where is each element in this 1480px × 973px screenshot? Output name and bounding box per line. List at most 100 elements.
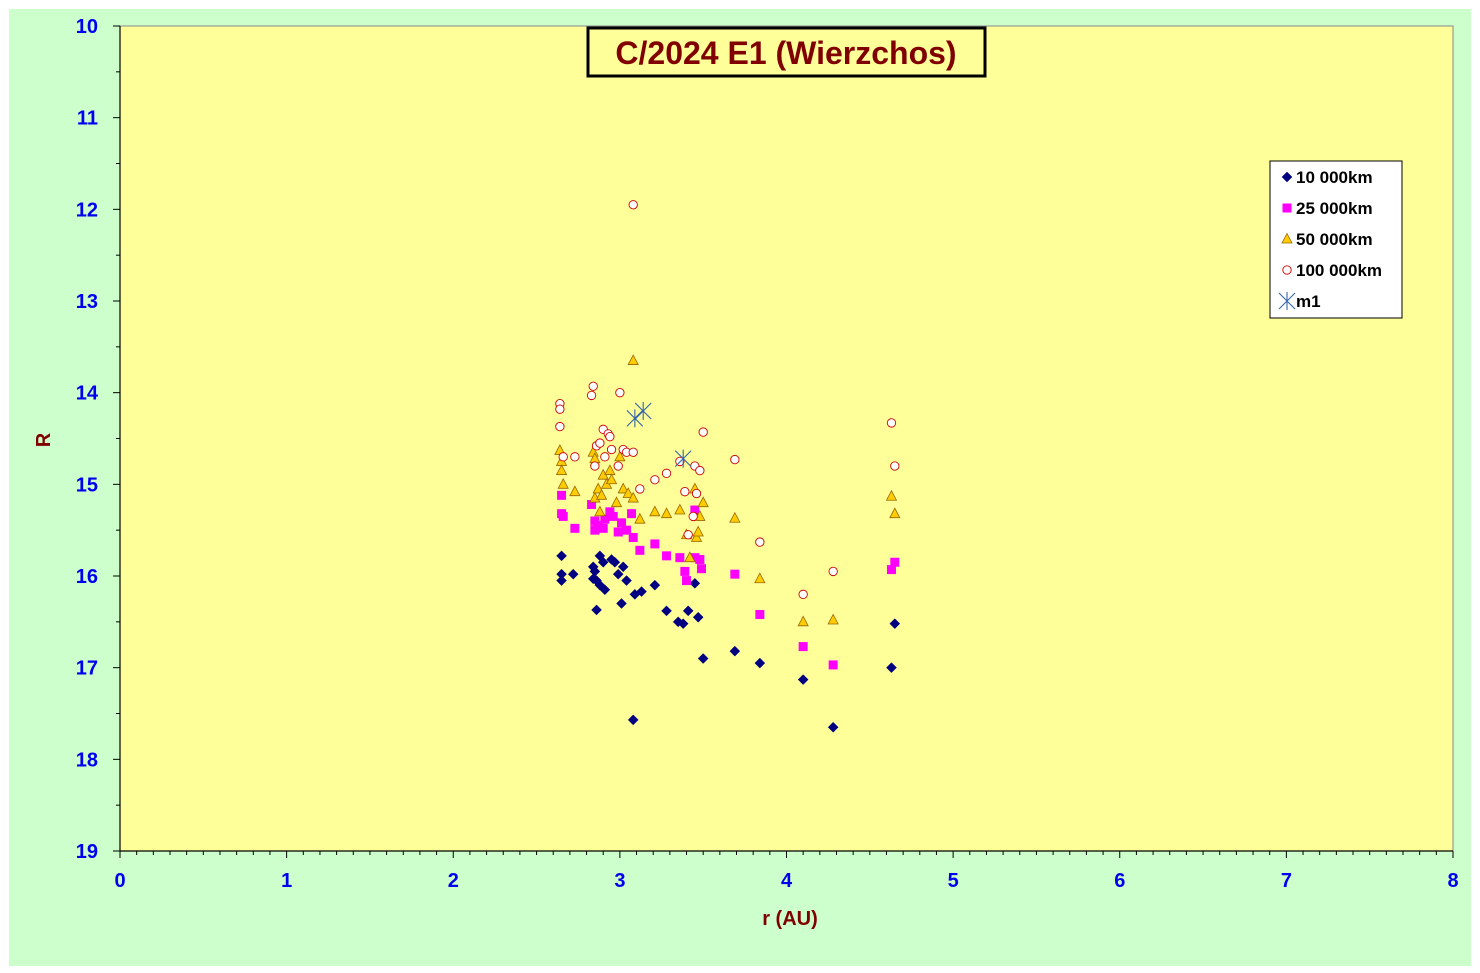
data-point — [570, 523, 580, 533]
data-point — [605, 432, 615, 442]
legend-entry: 25 000km — [1282, 199, 1373, 218]
legend-label: m1 — [1296, 292, 1321, 311]
series-50-000km — [554, 354, 901, 627]
data-point — [682, 576, 692, 586]
data-point — [682, 605, 694, 617]
data-point — [617, 561, 629, 573]
data-point — [556, 550, 567, 562]
data-point — [690, 553, 700, 563]
data-point — [616, 598, 627, 609]
data-point — [586, 390, 597, 401]
data-point — [567, 568, 579, 580]
data-point — [662, 551, 672, 561]
data-point — [886, 418, 897, 428]
data-point — [798, 589, 808, 599]
data-point — [609, 556, 621, 568]
y-tick-label: 17 — [76, 658, 98, 680]
data-point — [608, 511, 618, 521]
data-point — [612, 568, 624, 580]
data-point — [634, 512, 646, 524]
data-point — [729, 511, 741, 523]
data-point — [558, 452, 568, 462]
series-m1 — [626, 402, 692, 468]
data-point — [600, 452, 610, 462]
data-point — [599, 584, 611, 596]
data-point — [592, 482, 604, 494]
data-point — [614, 450, 626, 462]
x-tick-label: 3 — [614, 870, 625, 892]
data-point — [617, 518, 627, 528]
data-point — [628, 447, 638, 457]
legend-label: 100 000km — [1296, 261, 1382, 280]
data-point — [605, 507, 615, 517]
data-point — [615, 388, 625, 398]
data-point — [797, 615, 809, 627]
data-point — [730, 569, 740, 579]
y-tick-label: 16 — [76, 566, 98, 588]
data-point — [690, 531, 703, 542]
legend-marker — [1282, 203, 1292, 213]
legend-marker — [1282, 265, 1292, 275]
data-point — [627, 354, 639, 365]
data-point — [555, 404, 565, 414]
y-tick-label: 12 — [76, 199, 98, 221]
data-point — [589, 566, 601, 577]
data-point — [797, 674, 809, 685]
data-point — [755, 610, 765, 619]
x-tick-label: 8 — [1447, 870, 1458, 892]
x-tick-label: 7 — [1281, 870, 1292, 892]
data-point — [605, 473, 618, 485]
data-point — [635, 545, 645, 555]
data-point — [594, 505, 606, 517]
legend-marker — [1281, 171, 1293, 183]
data-point — [889, 507, 901, 519]
data-point — [626, 409, 644, 428]
data-point — [688, 511, 698, 522]
data-point — [617, 482, 629, 494]
x-axis-title: r (AU) — [762, 908, 818, 930]
data-point — [889, 618, 901, 630]
legend-entry: 10 000km — [1281, 168, 1373, 187]
data-point — [622, 525, 632, 535]
data-point — [697, 653, 709, 664]
data-point — [674, 503, 686, 515]
data-point — [588, 381, 598, 391]
data-point — [627, 491, 639, 503]
data-point — [680, 487, 690, 497]
x-tick-label: 5 — [948, 870, 959, 892]
series-25-000km — [557, 490, 900, 670]
data-point — [674, 449, 692, 468]
y-tick-label: 11 — [77, 108, 98, 130]
data-point — [628, 533, 638, 542]
data-point — [697, 496, 709, 508]
data-point — [627, 714, 639, 726]
data-point — [661, 468, 672, 478]
data-point — [595, 438, 605, 448]
data-point — [555, 464, 568, 475]
data-point — [650, 539, 660, 549]
data-point — [697, 564, 707, 574]
data-point — [754, 572, 766, 584]
legend-entry: 50 000km — [1281, 230, 1373, 249]
data-point — [634, 402, 652, 420]
legend-label: 50 000km — [1296, 230, 1373, 249]
data-point — [729, 645, 741, 657]
legend-entry: 100 000km — [1282, 261, 1382, 280]
chart-title: C/2024 E1 (Wierzchos) — [615, 35, 956, 71]
data-point — [590, 525, 600, 535]
data-point — [689, 577, 701, 589]
y-axis-title: R — [33, 432, 55, 447]
data-point — [597, 556, 609, 568]
data-point — [691, 488, 702, 499]
data-point — [555, 421, 565, 432]
data-point — [885, 489, 898, 501]
data-point — [886, 565, 896, 575]
data-point — [827, 721, 839, 733]
data-point — [587, 500, 597, 509]
data-point — [827, 613, 839, 625]
data-point — [661, 605, 672, 617]
legend-marker — [1281, 232, 1293, 244]
data-point — [604, 464, 616, 475]
